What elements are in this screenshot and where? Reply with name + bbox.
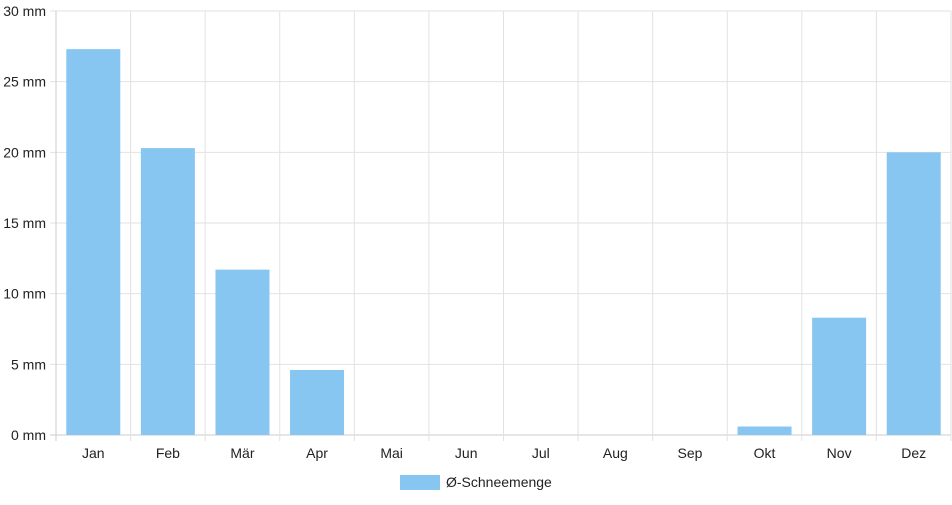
y-axis-ticks: 0 mm 5 mm 10 mm 15 mm 20 mm 25 mm 30 mm <box>3 3 46 443</box>
legend-label[interactable]: Ø-Schneemenge <box>446 474 552 490</box>
bars <box>66 49 941 436</box>
x-tick-label: Jan <box>82 445 105 461</box>
legend-swatch[interactable] <box>400 475 440 490</box>
x-tick-label: Dez <box>901 445 926 461</box>
x-tick-label: Nov <box>827 445 852 461</box>
y-tick-label: 5 mm <box>11 356 46 372</box>
y-tick-label: 0 mm <box>11 427 46 443</box>
y-tick-label: 20 mm <box>3 144 46 160</box>
x-tick-label: Jun <box>455 445 478 461</box>
bar-Nov[interactable] <box>812 317 867 435</box>
bar-Feb[interactable] <box>140 148 195 436</box>
x-tick-label: Sep <box>677 445 702 461</box>
x-tick-label: Okt <box>754 445 776 461</box>
x-tick-label: Mär <box>230 445 254 461</box>
y-tick-label: 15 mm <box>3 215 46 231</box>
x-axis-ticks: Jan Feb Mär Apr Mai Jun Jul Aug Sep Okt Nov Dez <box>82 445 926 461</box>
x-tick-label: Aug <box>603 445 628 461</box>
bar-Jan[interactable] <box>66 49 121 435</box>
grid <box>50 10 952 441</box>
x-tick-label: Feb <box>156 445 180 461</box>
x-tick-label: Apr <box>306 445 328 461</box>
y-tick-label: 25 mm <box>3 74 46 90</box>
x-tick-label: Mai <box>380 445 403 461</box>
legend[interactable]: Ø-Schneemenge <box>400 474 552 490</box>
y-tick-label: 30 mm <box>3 3 46 19</box>
bar-Mär[interactable] <box>215 269 270 435</box>
x-tick-label: Jul <box>532 445 550 461</box>
bar-Dez[interactable] <box>886 152 941 436</box>
bar-Apr[interactable] <box>290 369 345 435</box>
bar-Okt[interactable] <box>737 426 792 435</box>
y-tick-label: 10 mm <box>3 286 46 302</box>
